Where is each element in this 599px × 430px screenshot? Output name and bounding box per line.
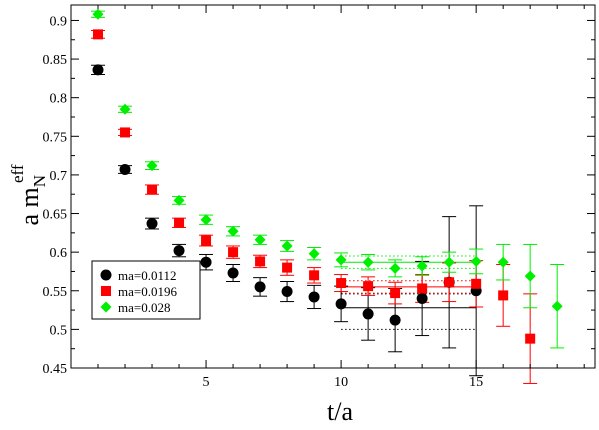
data-point bbox=[174, 217, 185, 228]
data-point bbox=[119, 103, 131, 115]
data-point bbox=[308, 248, 320, 260]
data-point bbox=[201, 235, 212, 246]
y-axis-ticks: 0.45 0.5 0.55 0.6 0.65 0.7 0.75 0.8 0.85 0.9 bbox=[43, 14, 595, 377]
data-point bbox=[470, 255, 482, 267]
data-point bbox=[146, 218, 158, 230]
data-point bbox=[282, 262, 293, 273]
data-point bbox=[551, 300, 563, 312]
legend-marker-0 bbox=[100, 269, 112, 281]
data-point bbox=[281, 240, 293, 252]
data-point bbox=[254, 281, 266, 293]
x-axis-label: t/a bbox=[327, 397, 353, 426]
data-point bbox=[497, 256, 509, 268]
data-point bbox=[444, 277, 455, 288]
data-point bbox=[308, 291, 320, 303]
y-tick-label: 0.55 bbox=[43, 285, 68, 300]
data-point bbox=[309, 270, 320, 281]
data-point bbox=[281, 286, 293, 298]
x-tick-label: 5 bbox=[203, 375, 210, 390]
data-point bbox=[335, 254, 347, 266]
data-point bbox=[416, 260, 428, 272]
data-point bbox=[362, 308, 374, 320]
y-tick-label: 0.65 bbox=[43, 208, 68, 223]
data-point bbox=[498, 290, 509, 301]
x-axis-ticks: 5 10 15 bbox=[97, 5, 585, 390]
y-tick-label: 0.6 bbox=[50, 246, 68, 261]
data-point bbox=[200, 214, 212, 226]
data-point bbox=[471, 278, 482, 289]
data-point bbox=[524, 270, 536, 282]
x-tick-label: 10 bbox=[334, 375, 348, 390]
x-tick-label: 15 bbox=[469, 375, 483, 390]
y-axis-label-sup: eff bbox=[8, 164, 27, 183]
data-point bbox=[390, 288, 401, 299]
legend-marker-1 bbox=[101, 286, 111, 296]
data-point bbox=[389, 262, 401, 274]
data-point bbox=[254, 234, 266, 246]
data-point bbox=[93, 29, 104, 40]
data-point bbox=[120, 127, 131, 138]
data-point bbox=[147, 184, 158, 195]
legend-label-0: ma=0.0112 bbox=[118, 268, 176, 283]
plot-frame bbox=[70, 4, 596, 369]
legend-label-1: ma=0.0196 bbox=[118, 284, 177, 299]
data-point bbox=[416, 292, 428, 304]
data-point bbox=[200, 256, 212, 268]
data-point bbox=[363, 281, 374, 292]
data-point bbox=[173, 245, 185, 257]
data-point bbox=[173, 194, 185, 206]
y-axis-label: a mNeff bbox=[8, 164, 49, 225]
y-tick-label: 0.45 bbox=[43, 362, 68, 377]
data-point bbox=[443, 256, 455, 268]
y-tick-label: 0.85 bbox=[43, 53, 68, 68]
data-point bbox=[525, 333, 536, 344]
data-point bbox=[227, 225, 239, 237]
legend-label-2: ma=0.028 bbox=[118, 300, 170, 315]
data-point bbox=[92, 8, 104, 20]
legend-marker-2 bbox=[100, 301, 112, 313]
y-tick-label: 0.8 bbox=[50, 92, 68, 107]
y-axis-label-main: a m bbox=[15, 187, 44, 225]
y-tick-label: 0.7 bbox=[50, 169, 68, 184]
y-tick-label: 0.5 bbox=[50, 323, 68, 338]
data-point bbox=[146, 160, 158, 172]
data-point bbox=[335, 298, 347, 310]
data-point bbox=[228, 247, 239, 258]
data-point bbox=[417, 283, 428, 294]
data-markers bbox=[92, 8, 563, 344]
data-point bbox=[255, 256, 266, 267]
svg-text:a mNeff: a mNeff bbox=[8, 164, 49, 225]
y-tick-label: 0.9 bbox=[50, 14, 68, 29]
data-point bbox=[362, 256, 374, 268]
data-point bbox=[227, 267, 239, 279]
data-point bbox=[92, 64, 104, 76]
y-axis-label-sub: N bbox=[30, 175, 49, 187]
data-point bbox=[119, 164, 131, 176]
y-tick-label: 0.75 bbox=[43, 130, 68, 145]
data-point bbox=[336, 278, 347, 289]
data-point bbox=[389, 314, 401, 326]
